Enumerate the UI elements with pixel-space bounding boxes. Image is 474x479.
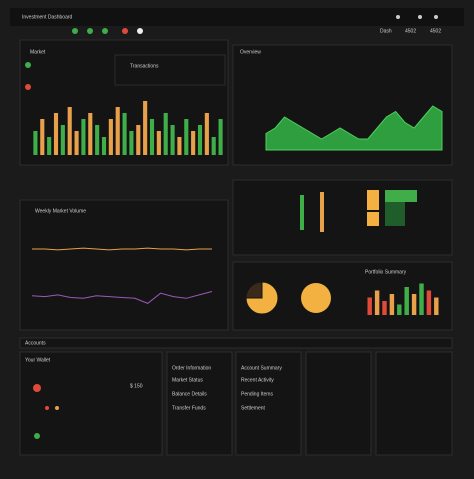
line xyxy=(31,291,213,304)
bar xyxy=(434,297,439,315)
panel xyxy=(19,351,163,456)
bar xyxy=(122,113,127,155)
bar xyxy=(53,113,59,155)
list-item[interactable]: Settlement xyxy=(241,405,266,411)
status-dot xyxy=(25,84,31,90)
panel xyxy=(19,199,229,331)
list-item[interactable]: Market Status xyxy=(172,377,203,383)
bar xyxy=(197,125,203,155)
bar xyxy=(40,119,45,155)
panel-title: Overview xyxy=(240,49,261,55)
list-item[interactable]: Transfer Funds xyxy=(172,405,206,411)
bar xyxy=(374,290,380,315)
pie-slice xyxy=(245,281,279,315)
bar xyxy=(143,101,148,155)
bar xyxy=(47,137,52,155)
bar xyxy=(404,287,409,315)
bar xyxy=(218,119,223,155)
list-item[interactable]: Order Information xyxy=(172,365,211,371)
panel-title: Transactions xyxy=(130,63,159,69)
bar xyxy=(156,131,161,155)
header-bar xyxy=(10,8,464,26)
bar xyxy=(129,131,134,155)
list-item[interactable]: Account Summary xyxy=(241,365,282,371)
bar xyxy=(108,119,113,155)
bar xyxy=(184,119,189,155)
bar xyxy=(170,125,175,155)
panel xyxy=(19,337,453,349)
panel xyxy=(305,351,372,456)
panel-title: Market xyxy=(30,49,46,55)
area xyxy=(265,105,443,151)
list-item[interactable]: Pending Items xyxy=(241,391,273,397)
status-dot xyxy=(34,433,40,439)
bar xyxy=(389,294,395,315)
panel-title: Portfolio Summary xyxy=(365,269,407,275)
panel xyxy=(166,351,233,456)
bar xyxy=(211,137,216,155)
bar xyxy=(67,107,72,155)
panel xyxy=(232,179,453,256)
panel xyxy=(235,351,302,456)
status-dot xyxy=(33,384,41,392)
bar xyxy=(419,283,424,315)
bar xyxy=(382,301,387,315)
bar xyxy=(191,131,196,155)
tab[interactable]: 4502 xyxy=(430,28,441,34)
pie-slice xyxy=(245,281,263,299)
bar xyxy=(81,119,86,155)
panel-title: Accounts xyxy=(25,340,46,346)
bar xyxy=(204,113,209,155)
toolbar-dots xyxy=(72,15,438,34)
panel-title: Weekly Market Volume xyxy=(35,208,86,214)
balance: $ 150 xyxy=(130,383,143,389)
status-dot xyxy=(25,62,31,68)
tab[interactable]: Dash xyxy=(380,28,392,34)
bar xyxy=(95,125,100,155)
bar xyxy=(177,137,182,155)
panel xyxy=(114,54,226,86)
bar xyxy=(115,107,120,155)
list-item[interactable]: Recent Activity xyxy=(241,377,274,383)
blocks xyxy=(300,190,417,232)
bar xyxy=(101,137,107,155)
list-item[interactable]: Balance Details xyxy=(172,391,207,397)
bar xyxy=(74,131,79,155)
header-title: Investment Dashboard xyxy=(22,14,73,20)
bar xyxy=(136,125,141,155)
panel xyxy=(375,351,453,456)
bar xyxy=(33,131,38,155)
bar xyxy=(163,113,168,155)
status-dot xyxy=(55,406,59,410)
bar xyxy=(397,304,402,315)
line xyxy=(32,247,212,251)
bar xyxy=(88,113,93,155)
bar xyxy=(149,119,155,155)
bar xyxy=(367,297,372,315)
tab[interactable]: 4502 xyxy=(405,28,416,34)
bar xyxy=(411,294,417,315)
circle xyxy=(301,283,331,313)
bar xyxy=(426,290,432,315)
bar xyxy=(60,125,65,155)
panel-title: Your Wallet xyxy=(25,357,51,363)
status-dot xyxy=(45,406,49,410)
